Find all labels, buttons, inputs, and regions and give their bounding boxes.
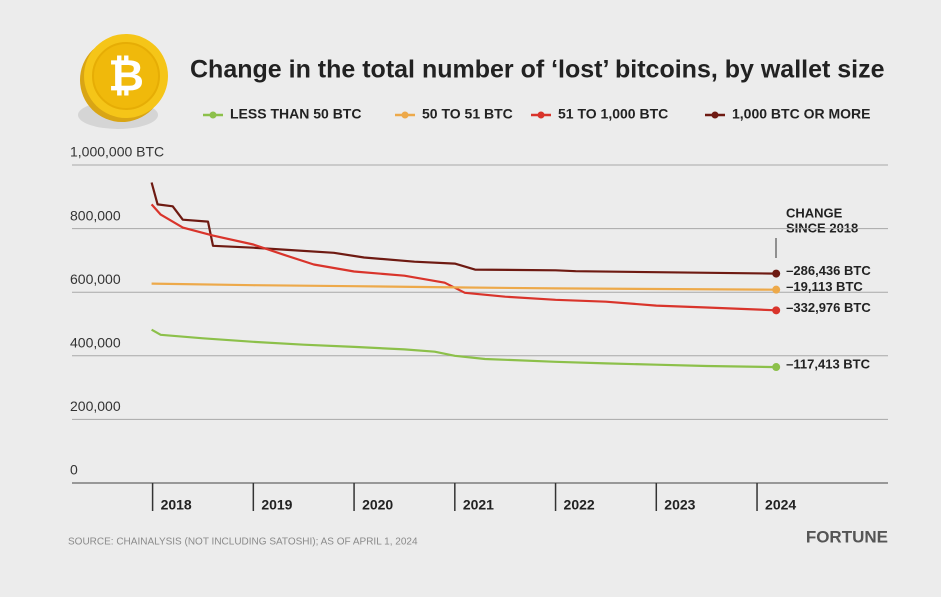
bitcoin-icon: ₿ bbox=[78, 34, 168, 129]
x-tick-label: 2020 bbox=[362, 497, 393, 513]
legend: LESS THAN 50 BTC 50 TO 51 BTC 51 TO 1,000 … bbox=[203, 106, 870, 122]
legend-swatch bbox=[711, 111, 719, 119]
series-line bbox=[151, 328, 777, 369]
legend-swatch bbox=[209, 111, 217, 119]
legend-label: LESS THAN 50 BTC bbox=[230, 106, 361, 122]
y-tick-label: 200,000 bbox=[70, 398, 121, 414]
end-dot bbox=[772, 306, 781, 315]
end-dot bbox=[772, 269, 781, 278]
svg-text:₿: ₿ bbox=[108, 52, 144, 101]
legend-label: 1,000 BTC OR MORE bbox=[732, 106, 870, 122]
annotation: SINCE 2018 bbox=[786, 220, 858, 235]
y-tick-label: 800,000 bbox=[70, 207, 121, 223]
x-tick-label: 2024 bbox=[765, 497, 796, 513]
change-label: –332,976 BTC bbox=[786, 300, 871, 315]
legend-label: 50 TO 51 BTC bbox=[422, 106, 513, 122]
x-tick-label: 2021 bbox=[463, 497, 494, 513]
y-tick-label: 600,000 bbox=[70, 271, 121, 287]
y-tick-label: 0 bbox=[70, 462, 78, 478]
legend-swatch bbox=[537, 111, 545, 119]
series-line bbox=[151, 282, 777, 291]
series-line bbox=[150, 182, 777, 275]
brand: FORTUNE bbox=[806, 527, 888, 546]
x-tick-label: 2023 bbox=[664, 497, 695, 513]
y-tick-label: 400,000 bbox=[70, 335, 121, 351]
end-dot bbox=[772, 285, 781, 294]
chart-title: Change in the total number of ‘lost’ bit… bbox=[190, 56, 885, 84]
end-dot bbox=[772, 363, 781, 372]
series-line bbox=[150, 203, 777, 312]
annotation: CHANGE bbox=[786, 205, 843, 220]
change-label: –19,113 BTC bbox=[786, 279, 863, 294]
change-label: –117,413 BTC bbox=[786, 356, 870, 371]
change-label: –286,436 BTC bbox=[786, 263, 871, 278]
legend-swatch bbox=[401, 111, 409, 119]
x-tick-label: 2018 bbox=[161, 497, 192, 513]
legend-label: 51 TO 1,000 BTC bbox=[558, 106, 668, 122]
x-tick-label: 2022 bbox=[564, 497, 595, 513]
x-tick-label: 2019 bbox=[261, 497, 292, 513]
source: SOURCE: CHAINALYSIS (NOT INCLUDING SATOS… bbox=[68, 537, 418, 548]
y-tick-label: 1,000,000 BTC bbox=[70, 144, 164, 160]
